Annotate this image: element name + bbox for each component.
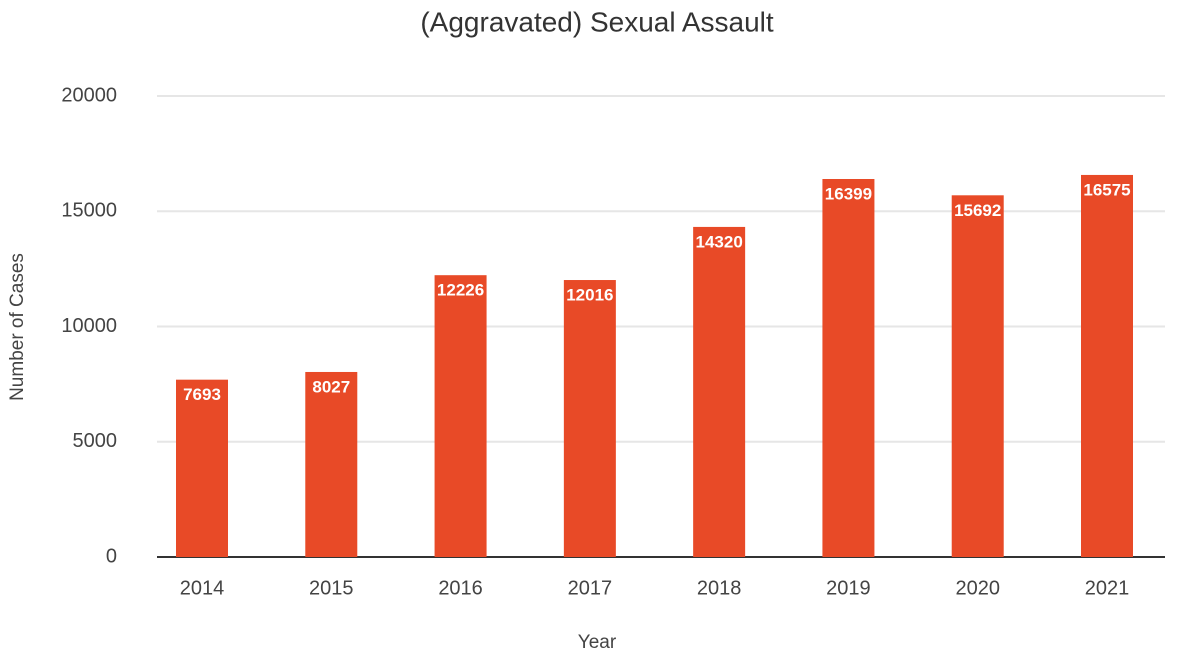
- data-label: 16575: [1083, 180, 1130, 199]
- y-axis-label: Number of Cases: [7, 253, 28, 401]
- bar: [1081, 174, 1133, 558]
- y-tick-label: 20000: [61, 84, 117, 106]
- data-label: 15692: [954, 201, 1001, 220]
- data-label: 12226: [437, 281, 484, 300]
- data-label: 14320: [696, 232, 743, 251]
- data-label: 7693: [183, 385, 221, 404]
- data-label: 12016: [566, 286, 613, 305]
- bar: [176, 379, 228, 557]
- x-tick-label: 2016: [438, 577, 483, 599]
- chart-title: (Aggravated) Sexual Assault: [420, 6, 774, 37]
- data-label: 8027: [312, 377, 350, 396]
- bar: [951, 195, 1004, 558]
- y-tick-label: 10000: [61, 315, 117, 337]
- y-tick-label: 5000: [73, 430, 118, 452]
- x-tick-label: 2020: [955, 577, 1000, 599]
- bar: [434, 275, 487, 557]
- data-label: 16399: [825, 184, 872, 203]
- x-tick-label: 2021: [1085, 577, 1130, 599]
- x-tick-label: 2019: [826, 577, 871, 599]
- x-tick-label: 2014: [180, 577, 225, 599]
- bar: [822, 179, 875, 557]
- y-tick-label: 15000: [61, 200, 117, 222]
- y-tick-label: 0: [106, 545, 117, 567]
- x-tick-label: 2018: [697, 577, 742, 599]
- x-axis-label: Year: [578, 632, 617, 653]
- x-tick-label: 2017: [568, 577, 613, 599]
- bar: [563, 280, 616, 557]
- x-tick-label: 2015: [309, 577, 354, 599]
- bar: [693, 226, 746, 557]
- bar: [305, 371, 358, 557]
